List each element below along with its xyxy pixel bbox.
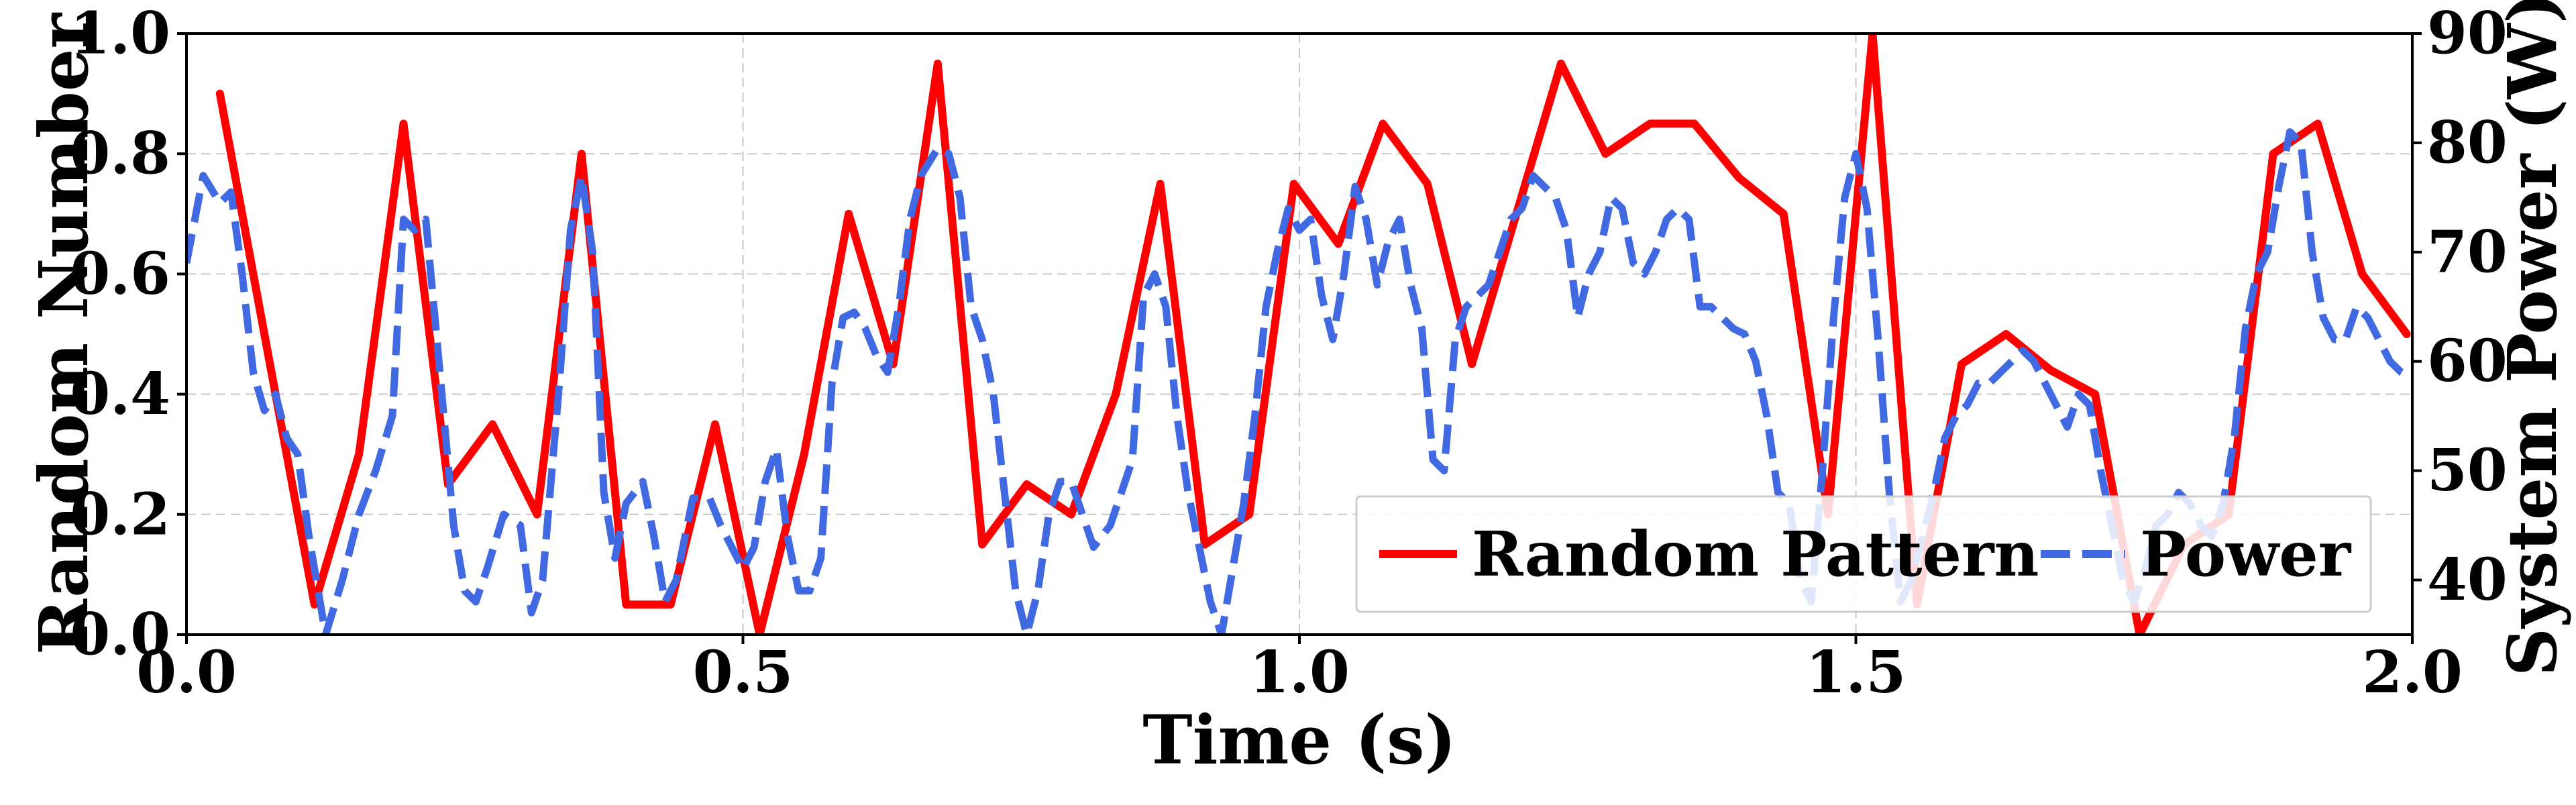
y-left-tick-label: 1.0 [70,0,170,68]
legend-box [1355,495,2372,613]
y-left-tick-label: 0.4 [70,360,170,428]
x-tick-label: 2.0 [2362,639,2463,706]
legend-label-power: Power [2140,518,2352,590]
x-axis-label: Time (s) [1142,700,1456,780]
y-right-tick-label: 80 [2427,109,2508,176]
legend: Random Pattern Power [1355,495,2372,613]
y-axis-left: 0.0 0.2 0.4 0.6 0.8 1.0 [70,0,186,669]
y-axis-right-label: System Power (W) [2493,0,2572,676]
y-left-tick-label: 0.2 [70,480,170,548]
y-right-tick-label: 90 [2427,0,2508,68]
y-right-tick-label: 70 [2427,218,2508,286]
x-tick-label: 1.0 [1249,639,1350,706]
y-left-tick-label: 0.6 [70,240,170,308]
y-axis-right: 40 50 60 70 80 90 [2412,0,2508,614]
y-left-tick-label: 0.0 [70,601,170,669]
series-line-power [186,128,2412,635]
y-right-tick-label: 40 [2427,546,2508,614]
x-tick-label: 0.0 [136,639,237,706]
series-layer [186,34,2412,635]
x-tick-label: 1.5 [1806,639,1907,706]
y-axis-left-label: Random Number [24,13,103,655]
y-left-tick-label: 0.8 [70,120,170,188]
x-tick-label: 0.5 [693,639,794,706]
y-right-tick-label: 50 [2427,437,2508,504]
x-axis: 0.0 0.5 1.0 1.5 2.0 [136,635,2463,706]
y-right-tick-label: 60 [2427,327,2508,395]
legend-label-random-pattern: Random Pattern [1472,518,2039,590]
